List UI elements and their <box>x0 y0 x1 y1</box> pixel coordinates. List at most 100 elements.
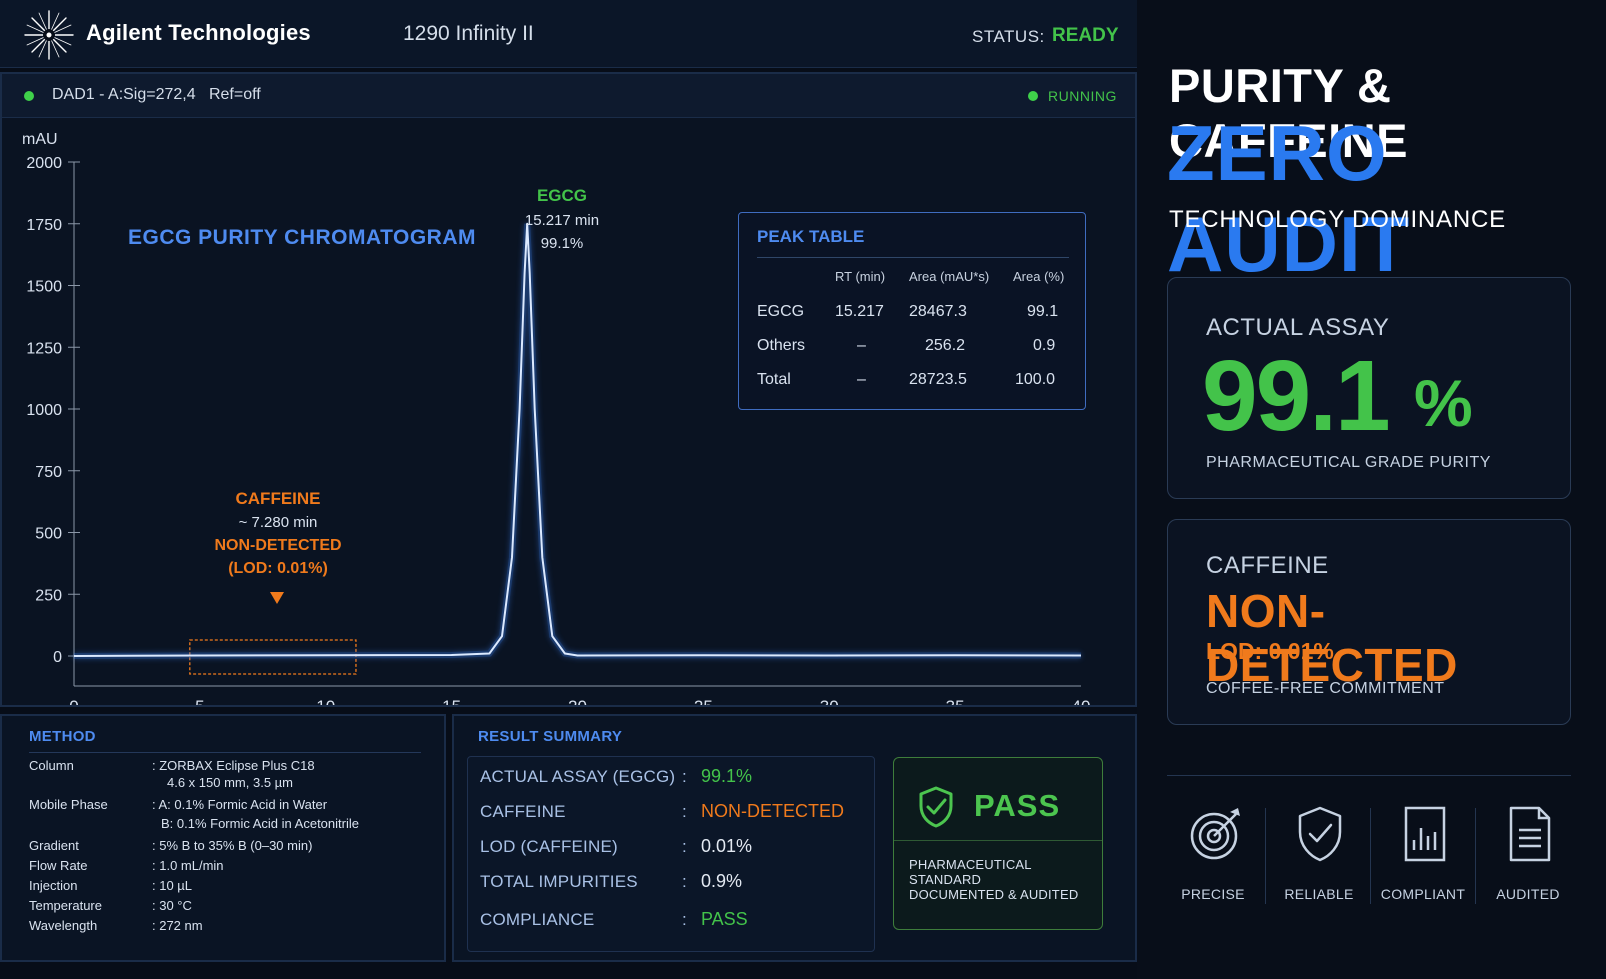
peak-row-rt: – <box>857 337 866 354</box>
y-tick-label: 250 <box>35 587 62 604</box>
chromatogram-panel: DAD1 - A:Sig=272,4 Ref=off RUNNING 0 250 5… <box>0 72 1137 707</box>
result-row-colon: : <box>682 910 687 929</box>
caffeine-label: CAFFEINE <box>236 489 321 508</box>
method-row-value: : 1.0 mL/min <box>152 858 224 873</box>
hero-subtitle: TECHNOLOGY DOMINANCE <box>1169 206 1506 233</box>
method-title: METHOD <box>29 728 96 745</box>
chart-title: EGCG PURITY CHROMATOGRAM <box>128 226 476 249</box>
chromatogram-chart[interactable]: 0 250 500 750 1000 1250 1500 1750 2000 mAU 0 5 10 15 2… <box>2 118 1135 705</box>
y-tick-label: 1000 <box>26 402 62 419</box>
signal-label: DAD1 - A:Sig=272,4 Ref=off <box>52 86 261 103</box>
document-chart-icon <box>1404 806 1446 862</box>
method-row-label: Wavelength <box>29 918 98 933</box>
method-divider <box>29 752 421 753</box>
peak-row-area: 256.2 <box>925 337 966 354</box>
feature-label: PRECISE <box>1181 886 1245 902</box>
method-row-label: Injection <box>29 878 78 893</box>
egcg-peak-label: EGCG <box>537 186 587 205</box>
caffeine-lod: (LOD: 0.01%) <box>228 560 328 577</box>
result-row-value: NON-DETECTED <box>701 801 844 821</box>
caffeine-rt: ~ 7.280 min <box>239 514 318 531</box>
feature-audited: AUDITED <box>1478 800 1578 910</box>
y-axis-label: mAU <box>22 131 58 148</box>
method-row-value: B: 0.1% Formic Acid in Acetonitrile <box>161 816 359 831</box>
target-icon <box>1190 808 1240 860</box>
peak-row-name: Others <box>757 337 806 354</box>
y-tick-label: 1500 <box>26 279 62 296</box>
x-tick-label: 30 <box>820 697 839 705</box>
result-row-label: COMPLIANCE <box>480 910 595 929</box>
x-tick-label: 10 <box>316 697 335 705</box>
document-icon <box>1509 806 1551 862</box>
method-row-value: : 5% B to 35% B (0–30 min) <box>152 838 313 853</box>
assay-card: ACTUAL ASSAY 99.1 % PHARMACEUTICAL GRADE… <box>1167 277 1571 499</box>
features-divider <box>1167 775 1571 776</box>
status-label: STATUS: <box>972 27 1045 46</box>
feature-separator <box>1265 808 1266 904</box>
caffeine-card-lod: LOD: 0.01% <box>1206 638 1334 664</box>
signal-header: DAD1 - A:Sig=272,4 Ref=off RUNNING <box>2 74 1135 118</box>
y-tick-label: 750 <box>35 464 62 481</box>
result-row-label: TOTAL IMPURITIES <box>480 872 638 891</box>
result-row-value: 0.9% <box>701 871 743 891</box>
status-value: READY <box>1052 25 1119 46</box>
x-tick-label: 25 <box>694 697 713 705</box>
method-row-label: Gradient <box>29 838 79 853</box>
shield-check-icon <box>919 786 953 828</box>
feature-compliant: COMPLIANT <box>1373 800 1473 910</box>
caffeine-card-subtitle: COFFEE-FREE COMMITMENT <box>1206 680 1445 697</box>
result-row-value: 0.01% <box>701 836 753 856</box>
brand-name: Agilent Technologies <box>86 20 311 45</box>
peak-table-divider <box>757 257 1069 258</box>
method-row-value: 4.6 x 150 mm, 3.5 µm <box>167 775 293 790</box>
result-row-colon: : <box>682 837 687 856</box>
result-row-value: 99.1% <box>701 766 753 786</box>
method-row-value: : 30 °C <box>152 898 192 913</box>
caffeine-card: CAFFEINE NON-DETECTED LOD: 0.01% COFFEE-… <box>1167 519 1571 725</box>
y-tick-label: 1750 <box>26 217 62 234</box>
result-row-colon: : <box>682 767 687 786</box>
assay-card-subtitle: PHARMACEUTICAL GRADE PURITY <box>1206 454 1491 471</box>
peak-table: PEAK TABLE RT (min) Area (mAU*s) Area (%… <box>738 212 1086 410</box>
method-row-label: Flow Rate <box>29 858 88 873</box>
peak-col-pct: Area (%) <box>1013 269 1065 284</box>
feature-label: RELIABLE <box>1284 886 1354 902</box>
y-tick-label: 500 <box>35 526 62 543</box>
peak-row-area: 28723.5 <box>909 371 967 388</box>
y-tick-label: 0 <box>53 649 62 666</box>
caffeine-marker-icon <box>270 592 284 604</box>
result-summary-title: RESULT SUMMARY <box>478 728 623 745</box>
instrument-name: 1290 Infinity II <box>403 22 534 45</box>
agilent-logo-icon <box>24 10 74 60</box>
peak-row-pct: 100.0 <box>1015 371 1056 388</box>
peak-row-name: EGCG <box>757 303 805 320</box>
method-panel: METHOD Column : ZORBAX Eclipse Plus C18 4.… <box>0 714 446 962</box>
x-tick-label: 35 <box>946 697 965 705</box>
signal-status-dot-icon <box>24 91 34 101</box>
peak-row-pct: 0.9 <box>1033 337 1056 354</box>
peak-table-title: PEAK TABLE <box>757 227 865 246</box>
shield-check-icon <box>1298 806 1342 862</box>
x-tick-label: 15 <box>442 697 461 705</box>
y-tick-label: 1250 <box>26 340 62 357</box>
peak-row-name: Total <box>757 371 791 388</box>
feature-separator <box>1370 808 1371 904</box>
egcg-peak-rt: 15.217 min <box>525 212 599 229</box>
method-row-value: : ZORBAX Eclipse Plus C18 <box>152 758 315 773</box>
result-row-label: LOD (CAFFEINE) <box>480 837 618 856</box>
method-row-value: : 272 nm <box>152 918 203 933</box>
pass-badge: PASS PHARMACEUTICAL STANDARD DOCUMENTED … <box>893 757 1103 930</box>
result-summary-panel: RESULT SUMMARY ACTUAL ASSAY (EGCG):99.1%… <box>452 714 1137 962</box>
peak-row-rt: 15.217 <box>835 303 884 320</box>
feature-reliable: RELIABLE <box>1269 800 1369 910</box>
run-state: RUNNING <box>1048 88 1117 104</box>
y-tick-label: 2000 <box>26 155 62 172</box>
x-tick-label: 20 <box>568 697 587 705</box>
egcg-peak-pct: 99.1% <box>541 235 584 252</box>
method-row-label: Column <box>29 758 74 773</box>
peak-row-pct: 99.1 <box>1027 303 1059 320</box>
x-tick-label: 0 <box>69 697 78 705</box>
caffeine-status: NON-DETECTED <box>214 537 341 554</box>
result-row-value: PASS <box>701 909 748 929</box>
hero-title-line1: PURITY & CAFFEINE <box>1169 59 1408 167</box>
